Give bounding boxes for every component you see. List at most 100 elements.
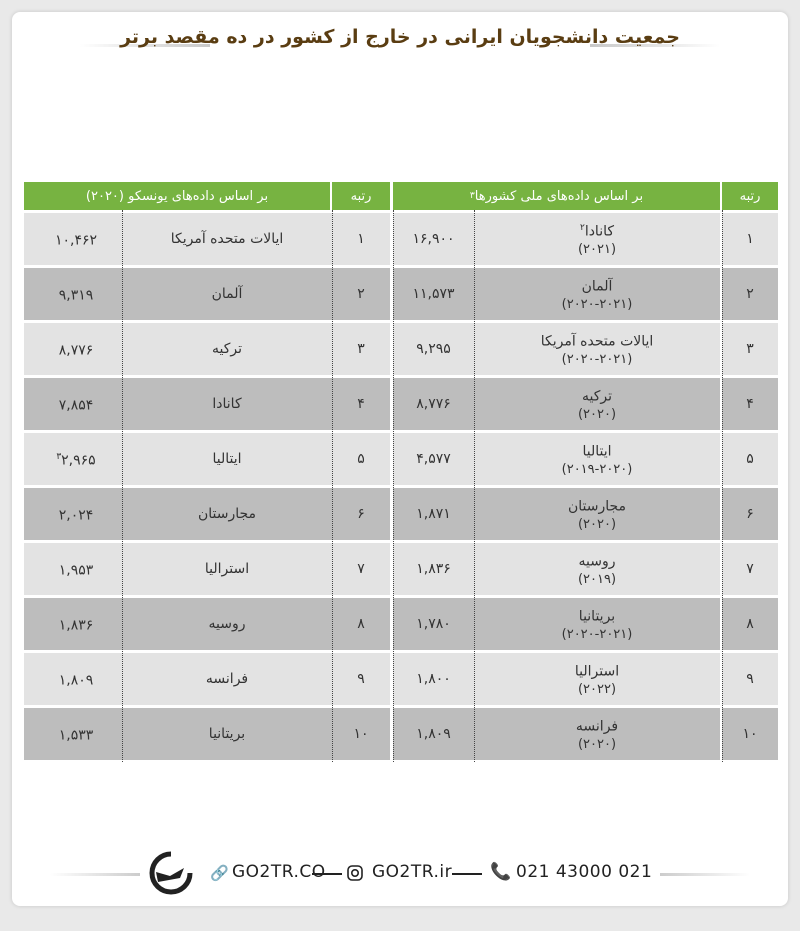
country-name: کانادا۲ [580,219,614,241]
unesco-rank: ۵ [332,433,390,485]
national-value: ۱,۸۳۶ [393,543,474,595]
unesco-value: ۲,۰۲۴ [24,488,122,540]
instagram-icon [347,865,363,881]
national-rank: ۴ [722,378,778,430]
column-divider [122,210,123,762]
footnote-marker: ۳ [469,191,475,201]
unesco-value-text: ۱,۸۰۹ [53,668,94,690]
unesco-value-text: ۱,۹۵۳ [53,558,94,580]
national-rank: ۷ [722,543,778,595]
unesco-value: ۸,۷۷۶ [24,323,122,375]
value-label: ۷,۸۵۴ [58,397,94,414]
value-label: ۱,۸۰۹ [58,672,94,689]
unesco-country: ایتالیا [122,433,332,485]
phone-number[interactable]: 021 43000 021 [516,862,653,882]
instagram-link[interactable]: GO2TR.ir [372,862,453,882]
website-link[interactable]: GO2TR.CO [232,862,326,882]
unesco-value-text: ۸,۷۷۶ [53,338,94,360]
unesco-value-text: ۲,۰۲۴ [53,503,94,525]
data-year: (۲۰۲۰-۲۰۲۱) [561,626,633,642]
unesco-rank: ۷ [332,543,390,595]
national-value: ۹,۲۹۵ [393,323,474,375]
footer-separator [312,873,342,875]
unesco-rank: ۸ [332,598,390,650]
country-label: کانادا [584,223,615,240]
data-year: (۲۰۲۰) [577,516,617,532]
header-unesco-source: بر اساس داده‌های یونسکو (۲۰۲۰) [24,182,330,210]
unesco-value-text: ۷,۸۵۴ [53,393,94,415]
national-country: ایالات متحده آمریکا (۲۰۲۰-۲۰۲۱) [474,323,720,375]
unesco-rank: ۴ [332,378,390,430]
header-unesco-rank: رتبه [332,182,390,210]
unesco-value: ۳۲,۹۶۵ [24,433,122,485]
data-year: (۲۰۱۹) [577,571,617,587]
country-name: ایتالیا [582,439,611,461]
unesco-value: ۱۰,۴۶۲ [24,213,122,265]
unesco-country: فرانسه [122,653,332,705]
unesco-value: ۱,۹۵۳ [24,543,122,595]
footer-separator [452,873,482,875]
national-country: استرالیا (۲۰۲۲) [474,653,720,705]
country-name: ایالات متحده آمریکا [541,329,654,351]
national-country: ایتالیا (۲۰۱۹-۲۰۲۰) [474,433,720,485]
national-rank: ۲ [722,268,778,320]
national-country: روسیه (۲۰۱۹) [474,543,720,595]
unesco-country: ایالات متحده آمریکا [122,213,332,265]
data-year: (۲۰۲۰) [577,736,617,752]
country-label: مجارستان [567,498,627,515]
country-name: بریتانیا [579,604,615,626]
country-name: فرانسه [576,714,618,736]
data-year: (۲۰۲۰-۲۰۲۱) [561,351,633,367]
unesco-country: ترکیه [122,323,332,375]
national-value: ۱,۷۸۰ [393,598,474,650]
country-label: ترکیه [581,388,613,405]
value-label: ۲,۹۶۵ [61,452,96,469]
value-label: ۹,۳۱۹ [58,287,94,304]
national-value: ۱,۸۰۹ [393,708,474,760]
footer-divider-right [660,873,750,876]
value-label: ۱۰,۴۶۲ [54,232,98,249]
country-label: روسیه [578,553,616,570]
title-divider-left [80,44,210,47]
national-value: ۱۱,۵۷۳ [393,268,474,320]
footnote-marker: ۳ [56,452,62,463]
country-name: ترکیه [582,384,612,406]
title-divider-right [590,44,720,47]
unesco-value: ۱,۵۳۳ [24,708,122,760]
national-rank: ۱ [722,213,778,265]
phone-icon: 📞 [490,862,512,882]
footer-divider-left [50,873,140,876]
unesco-rank: ۹ [332,653,390,705]
national-rank: ۹ [722,653,778,705]
national-value: ۴,۵۷۷ [393,433,474,485]
unesco-value-text: ۱۰,۴۶۲ [49,228,97,250]
value-label: ۱,۸۳۶ [58,617,94,634]
unesco-rank: ۱ [332,213,390,265]
national-country: کانادا۲ (۲۰۲۱) [474,213,720,265]
unesco-value: ۱,۸۳۶ [24,598,122,650]
country-label: فرانسه [575,718,619,735]
column-divider [722,210,723,762]
unesco-country: روسیه [122,598,332,650]
national-value: ۱,۸۷۱ [393,488,474,540]
national-rank: ۱۰ [722,708,778,760]
data-year: (۲۰۲۲) [577,681,617,697]
unesco-value-text: ۱,۸۳۶ [53,613,94,635]
column-divider [393,210,394,762]
national-rank: ۸ [722,598,778,650]
page-title: جمعیت دانشجویان ایرانی در خارج از کشور د… [120,26,680,48]
unesco-country: کانادا [122,378,332,430]
unesco-rank: ۱۰ [332,708,390,760]
footer: 🔗 GO2TR.CO GO2TR.ir 📞 021 43000 021 [0,851,800,895]
value-label: ۱,۵۳۳ [58,727,94,744]
country-label: ایتالیا [582,443,612,460]
data-year: (۲۰۲۱) [577,241,617,257]
value-label: ۲,۰۲۴ [58,507,94,524]
header-national-source: بر اساس داده‌های ملی کشورها ۳ [393,182,720,210]
national-value: ۸,۷۷۶ [393,378,474,430]
value-label: ۱,۹۵۳ [58,562,94,579]
national-value: ۱۶,۹۰۰ [393,213,474,265]
header-national-source-label: بر اساس داده‌های ملی کشورها [474,188,644,204]
national-rank: ۶ [722,488,778,540]
column-divider [332,210,333,762]
